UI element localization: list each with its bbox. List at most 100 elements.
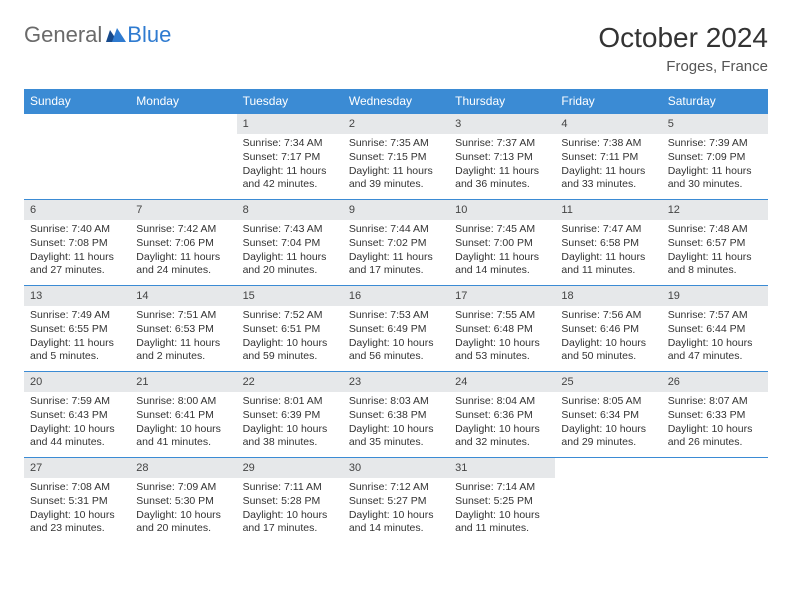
- sunrise-line: Sunrise: 7:53 AM: [349, 309, 443, 323]
- title-block: October 2024 Froges, France: [598, 22, 768, 75]
- day-number: 14: [130, 286, 236, 306]
- day-body: Sunrise: 7:47 AMSunset: 6:58 PMDaylight:…: [555, 220, 661, 284]
- calendar-cell: 23Sunrise: 8:03 AMSunset: 6:38 PMDayligh…: [343, 372, 449, 458]
- day-body: Sunrise: 7:51 AMSunset: 6:53 PMDaylight:…: [130, 306, 236, 370]
- daylight-line: Daylight: 10 hours and 26 minutes.: [668, 423, 762, 450]
- weekday-header: Sunday: [24, 89, 130, 114]
- sunset-line: Sunset: 6:41 PM: [136, 409, 230, 423]
- calendar-cell: 7Sunrise: 7:42 AMSunset: 7:06 PMDaylight…: [130, 200, 236, 286]
- calendar-cell: 2Sunrise: 7:35 AMSunset: 7:15 PMDaylight…: [343, 114, 449, 200]
- sunrise-line: Sunrise: 7:34 AM: [243, 137, 337, 151]
- sunrise-line: Sunrise: 7:45 AM: [455, 223, 549, 237]
- calendar-cell: 12Sunrise: 7:48 AMSunset: 6:57 PMDayligh…: [662, 200, 768, 286]
- weekday-header: Tuesday: [237, 89, 343, 114]
- sunset-line: Sunset: 6:55 PM: [30, 323, 124, 337]
- daylight-line: Daylight: 11 hours and 27 minutes.: [30, 251, 124, 278]
- sunset-line: Sunset: 5:28 PM: [243, 495, 337, 509]
- calendar-cell: 30Sunrise: 7:12 AMSunset: 5:27 PMDayligh…: [343, 458, 449, 544]
- daylight-line: Daylight: 10 hours and 32 minutes.: [455, 423, 549, 450]
- logo-flag-icon: [106, 26, 126, 42]
- day-body: Sunrise: 7:14 AMSunset: 5:25 PMDaylight:…: [449, 478, 555, 542]
- daylight-line: Daylight: 10 hours and 23 minutes.: [30, 509, 124, 536]
- day-body: Sunrise: 8:01 AMSunset: 6:39 PMDaylight:…: [237, 392, 343, 456]
- day-number: 30: [343, 458, 449, 478]
- sunrise-line: Sunrise: 7:57 AM: [668, 309, 762, 323]
- logo-text-1: General: [24, 22, 102, 48]
- sunset-line: Sunset: 5:31 PM: [30, 495, 124, 509]
- sunset-line: Sunset: 7:06 PM: [136, 237, 230, 251]
- day-number: 4: [555, 114, 661, 134]
- calendar-cell: 15Sunrise: 7:52 AMSunset: 6:51 PMDayligh…: [237, 286, 343, 372]
- calendar-table: SundayMondayTuesdayWednesdayThursdayFrid…: [24, 89, 768, 544]
- day-body: Sunrise: 8:04 AMSunset: 6:36 PMDaylight:…: [449, 392, 555, 456]
- sunrise-line: Sunrise: 7:47 AM: [561, 223, 655, 237]
- logo-text-2: Blue: [127, 22, 171, 48]
- daylight-line: Daylight: 11 hours and 17 minutes.: [349, 251, 443, 278]
- day-number: 3: [449, 114, 555, 134]
- day-number: 13: [24, 286, 130, 306]
- sunrise-line: Sunrise: 8:07 AM: [668, 395, 762, 409]
- calendar-cell: 18Sunrise: 7:56 AMSunset: 6:46 PMDayligh…: [555, 286, 661, 372]
- calendar-cell: 22Sunrise: 8:01 AMSunset: 6:39 PMDayligh…: [237, 372, 343, 458]
- daylight-line: Daylight: 11 hours and 39 minutes.: [349, 165, 443, 192]
- calendar-cell: 14Sunrise: 7:51 AMSunset: 6:53 PMDayligh…: [130, 286, 236, 372]
- sunrise-line: Sunrise: 7:14 AM: [455, 481, 549, 495]
- daylight-line: Daylight: 11 hours and 11 minutes.: [561, 251, 655, 278]
- day-number: 25: [555, 372, 661, 392]
- day-number: 24: [449, 372, 555, 392]
- calendar-cell: 29Sunrise: 7:11 AMSunset: 5:28 PMDayligh…: [237, 458, 343, 544]
- day-body: Sunrise: 7:09 AMSunset: 5:30 PMDaylight:…: [130, 478, 236, 542]
- day-body: Sunrise: 7:12 AMSunset: 5:27 PMDaylight:…: [343, 478, 449, 542]
- weekday-header: Monday: [130, 89, 236, 114]
- day-body: Sunrise: 7:57 AMSunset: 6:44 PMDaylight:…: [662, 306, 768, 370]
- calendar-cell: 3Sunrise: 7:37 AMSunset: 7:13 PMDaylight…: [449, 114, 555, 200]
- sunset-line: Sunset: 6:34 PM: [561, 409, 655, 423]
- sunrise-line: Sunrise: 8:05 AM: [561, 395, 655, 409]
- daylight-line: Daylight: 11 hours and 5 minutes.: [30, 337, 124, 364]
- sunrise-line: Sunrise: 7:09 AM: [136, 481, 230, 495]
- day-number: 9: [343, 200, 449, 220]
- calendar-cell: 20Sunrise: 7:59 AMSunset: 6:43 PMDayligh…: [24, 372, 130, 458]
- daylight-line: Daylight: 10 hours and 29 minutes.: [561, 423, 655, 450]
- month-title: October 2024: [598, 22, 768, 54]
- sunset-line: Sunset: 6:36 PM: [455, 409, 549, 423]
- day-number: 21: [130, 372, 236, 392]
- daylight-line: Daylight: 11 hours and 8 minutes.: [668, 251, 762, 278]
- sunrise-line: Sunrise: 8:04 AM: [455, 395, 549, 409]
- sunrise-line: Sunrise: 8:01 AM: [243, 395, 337, 409]
- calendar-cell: 13Sunrise: 7:49 AMSunset: 6:55 PMDayligh…: [24, 286, 130, 372]
- day-body: Sunrise: 7:45 AMSunset: 7:00 PMDaylight:…: [449, 220, 555, 284]
- day-body: Sunrise: 7:39 AMSunset: 7:09 PMDaylight:…: [662, 134, 768, 198]
- day-body: Sunrise: 7:08 AMSunset: 5:31 PMDaylight:…: [24, 478, 130, 542]
- calendar-week-row: 27Sunrise: 7:08 AMSunset: 5:31 PMDayligh…: [24, 458, 768, 544]
- calendar-cell: ..: [555, 458, 661, 544]
- sunset-line: Sunset: 6:51 PM: [243, 323, 337, 337]
- weekday-header: Saturday: [662, 89, 768, 114]
- day-body: Sunrise: 7:53 AMSunset: 6:49 PMDaylight:…: [343, 306, 449, 370]
- daylight-line: Daylight: 10 hours and 56 minutes.: [349, 337, 443, 364]
- sunrise-line: Sunrise: 7:37 AM: [455, 137, 549, 151]
- calendar-week-row: 13Sunrise: 7:49 AMSunset: 6:55 PMDayligh…: [24, 286, 768, 372]
- sunrise-line: Sunrise: 7:48 AM: [668, 223, 762, 237]
- calendar-cell: 4Sunrise: 7:38 AMSunset: 7:11 PMDaylight…: [555, 114, 661, 200]
- sunrise-line: Sunrise: 7:42 AM: [136, 223, 230, 237]
- sunrise-line: Sunrise: 7:11 AM: [243, 481, 337, 495]
- sunset-line: Sunset: 6:58 PM: [561, 237, 655, 251]
- sunrise-line: Sunrise: 8:00 AM: [136, 395, 230, 409]
- daylight-line: Daylight: 10 hours and 38 minutes.: [243, 423, 337, 450]
- daylight-line: Daylight: 10 hours and 50 minutes.: [561, 337, 655, 364]
- sunrise-line: Sunrise: 7:39 AM: [668, 137, 762, 151]
- calendar-cell: 16Sunrise: 7:53 AMSunset: 6:49 PMDayligh…: [343, 286, 449, 372]
- day-number: 1: [237, 114, 343, 134]
- sunset-line: Sunset: 7:00 PM: [455, 237, 549, 251]
- calendar-week-row: 6Sunrise: 7:40 AMSunset: 7:08 PMDaylight…: [24, 200, 768, 286]
- sunset-line: Sunset: 6:43 PM: [30, 409, 124, 423]
- day-number: 31: [449, 458, 555, 478]
- sunrise-line: Sunrise: 7:55 AM: [455, 309, 549, 323]
- calendar-week-row: 20Sunrise: 7:59 AMSunset: 6:43 PMDayligh…: [24, 372, 768, 458]
- day-body: Sunrise: 8:03 AMSunset: 6:38 PMDaylight:…: [343, 392, 449, 456]
- sunrise-line: Sunrise: 7:51 AM: [136, 309, 230, 323]
- sunset-line: Sunset: 6:33 PM: [668, 409, 762, 423]
- daylight-line: Daylight: 10 hours and 20 minutes.: [136, 509, 230, 536]
- sunset-line: Sunset: 7:11 PM: [561, 151, 655, 165]
